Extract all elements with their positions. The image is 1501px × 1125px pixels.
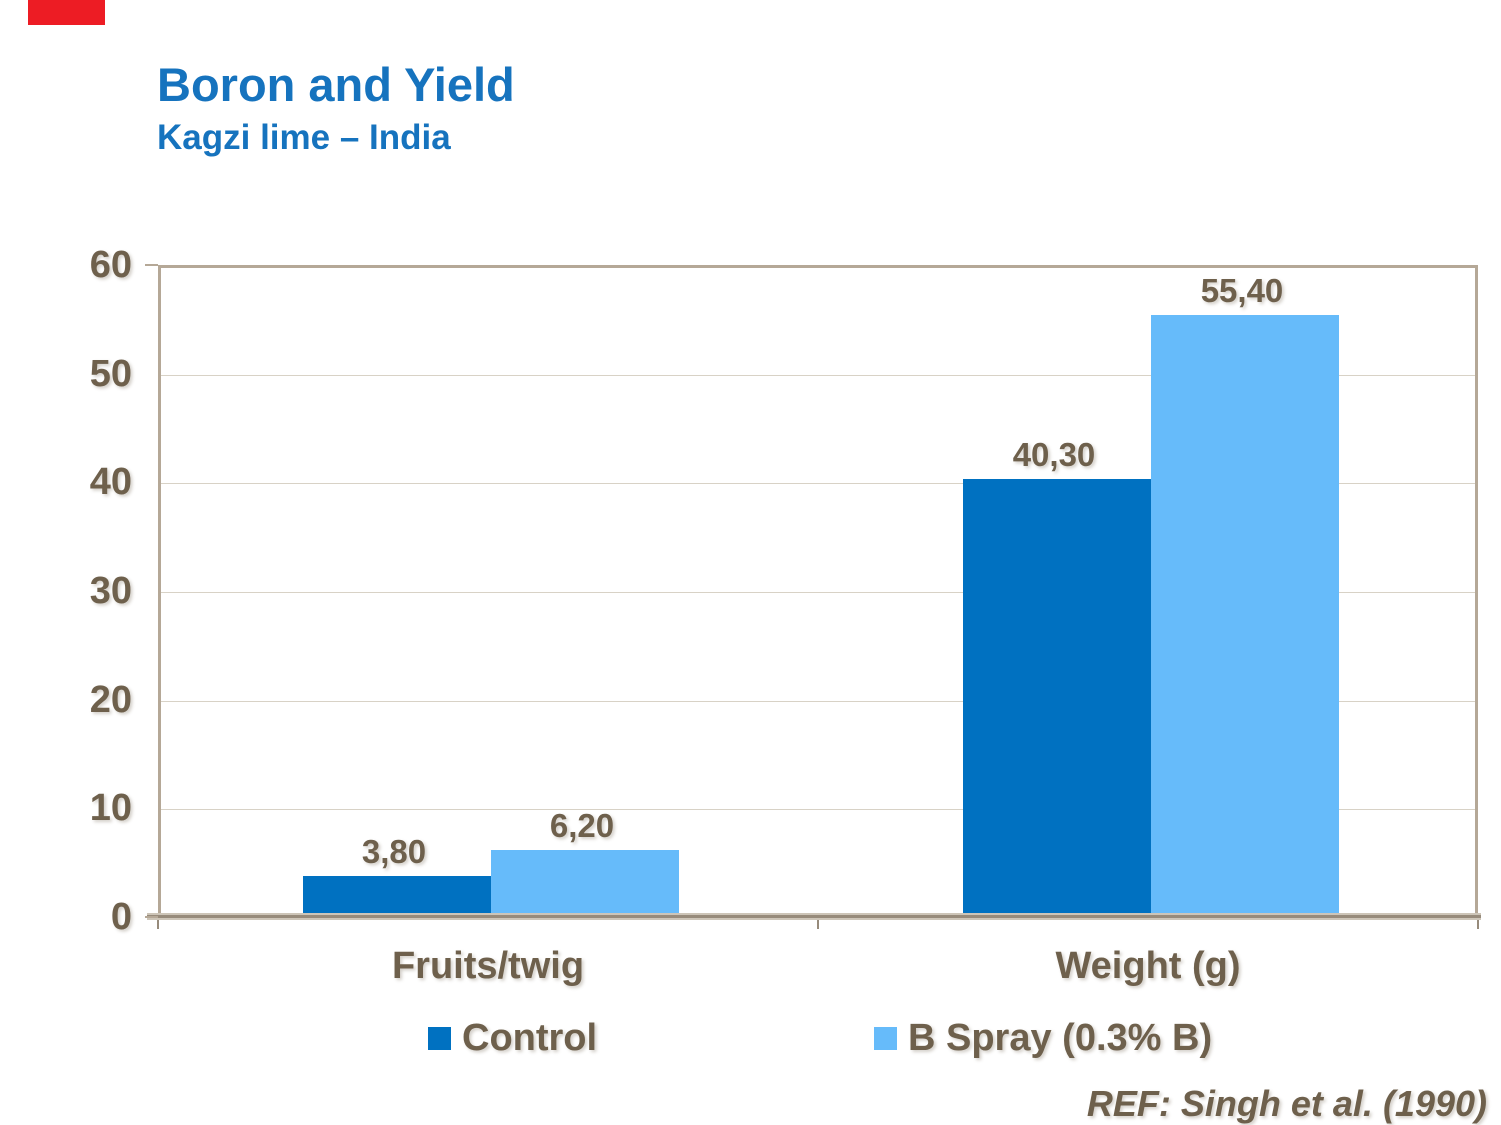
gridline bbox=[161, 809, 1475, 810]
bar-control bbox=[303, 876, 491, 917]
legend-swatch bbox=[428, 1026, 451, 1050]
x-axis-tick bbox=[817, 920, 819, 929]
bar-value-label: 6,20 bbox=[549, 807, 615, 844]
x-axis-tick bbox=[1477, 920, 1479, 929]
y-axis-tick-label: 0 bbox=[110, 896, 132, 938]
x-axis-category-label: Weight (g) bbox=[1055, 945, 1241, 987]
plot-area bbox=[158, 265, 1478, 917]
page-title: Boron and Yield bbox=[157, 58, 515, 111]
bar-b-spray-0-3-b bbox=[1151, 315, 1339, 917]
bar-value-label: 55,40 bbox=[1200, 272, 1284, 309]
y-axis-tick-label: 10 bbox=[89, 787, 132, 829]
y-axis-tick-label: 30 bbox=[89, 570, 132, 612]
y-axis-tick-label: 40 bbox=[89, 461, 132, 503]
legend-item: Control bbox=[428, 1014, 597, 1062]
legend-label: Control bbox=[462, 1016, 598, 1059]
title-block: Boron and Yield Kagzi lime – India bbox=[157, 58, 515, 158]
y-axis-tick bbox=[145, 916, 158, 918]
legend-label: B Spray (0.3% B) bbox=[908, 1016, 1213, 1059]
x-axis-line bbox=[147, 913, 1481, 920]
bar-b-spray-0-3-b bbox=[491, 850, 679, 917]
legend-swatch bbox=[874, 1026, 897, 1050]
legend-item: B Spray (0.3% B) bbox=[874, 1014, 1212, 1062]
gridline bbox=[161, 701, 1475, 702]
bar-value-label: 40,30 bbox=[1012, 436, 1096, 473]
red-corner-mark bbox=[28, 0, 105, 25]
x-axis-line-core bbox=[147, 915, 1481, 918]
bar-control bbox=[963, 479, 1151, 917]
x-axis-category-label: Fruits/twig bbox=[391, 945, 585, 987]
gridline bbox=[161, 375, 1475, 376]
gridline bbox=[161, 592, 1475, 593]
y-axis-tick bbox=[145, 264, 158, 266]
gridline bbox=[161, 483, 1475, 484]
y-axis-tick-label: 20 bbox=[89, 679, 132, 721]
x-axis-tick bbox=[157, 920, 159, 929]
y-axis-tick-label: 50 bbox=[89, 353, 132, 395]
bar-value-label: 3,80 bbox=[361, 833, 427, 870]
y-axis-tick-label: 60 bbox=[89, 244, 132, 286]
page-subtitle: Kagzi lime – India bbox=[157, 118, 451, 158]
reference-text: REF: Singh et al. (1990) bbox=[1086, 1083, 1487, 1124]
